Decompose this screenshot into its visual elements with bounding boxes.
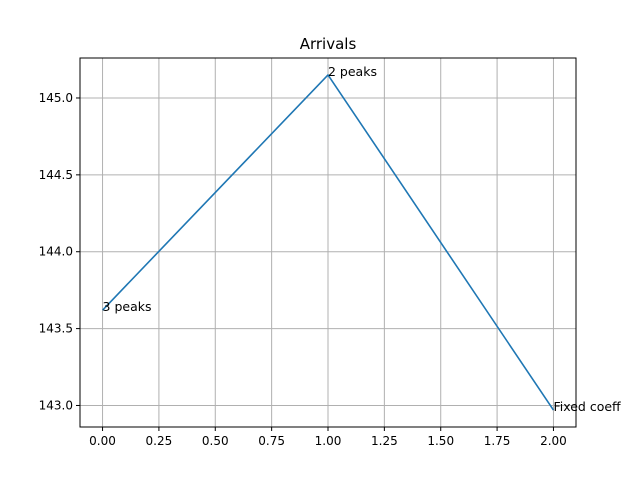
y-tick-label: 145.0 bbox=[39, 91, 73, 105]
x-axis: 0.00 0.25 0.50 0.75 1.00 1.25 1.50 1.75 2.00 bbox=[89, 427, 567, 448]
y-axis: 143.0 143.5 144.0 144.5 145.0 bbox=[39, 91, 80, 412]
grid bbox=[80, 58, 576, 427]
y-tick-label: 143.0 bbox=[39, 398, 73, 412]
annotation-label: 2 peaks bbox=[328, 64, 377, 79]
annotation-label: 3 peaks bbox=[103, 299, 152, 314]
x-tick-label: 2.00 bbox=[540, 434, 567, 448]
x-tick-label: 1.25 bbox=[371, 434, 398, 448]
y-tick-label: 144.0 bbox=[39, 245, 73, 259]
x-tick-label: 1.00 bbox=[315, 434, 342, 448]
series-line bbox=[101, 74, 555, 411]
x-tick-label: 1.75 bbox=[484, 434, 511, 448]
x-tick-label: 0.25 bbox=[146, 434, 173, 448]
x-tick-label: 0.75 bbox=[258, 434, 285, 448]
y-tick-label: 144.5 bbox=[39, 168, 73, 182]
x-tick-label: 0.50 bbox=[202, 434, 229, 448]
y-tick-label: 143.5 bbox=[39, 322, 73, 336]
annotations: 3 peaks 2 peaks Fixed coeff bbox=[103, 64, 621, 414]
series-layer bbox=[101, 74, 555, 411]
annotation-label: Fixed coeff bbox=[553, 399, 621, 414]
x-tick-label: 1.50 bbox=[427, 434, 454, 448]
chart-title: Arrivals bbox=[300, 35, 357, 53]
x-tick-label: 0.00 bbox=[89, 434, 116, 448]
